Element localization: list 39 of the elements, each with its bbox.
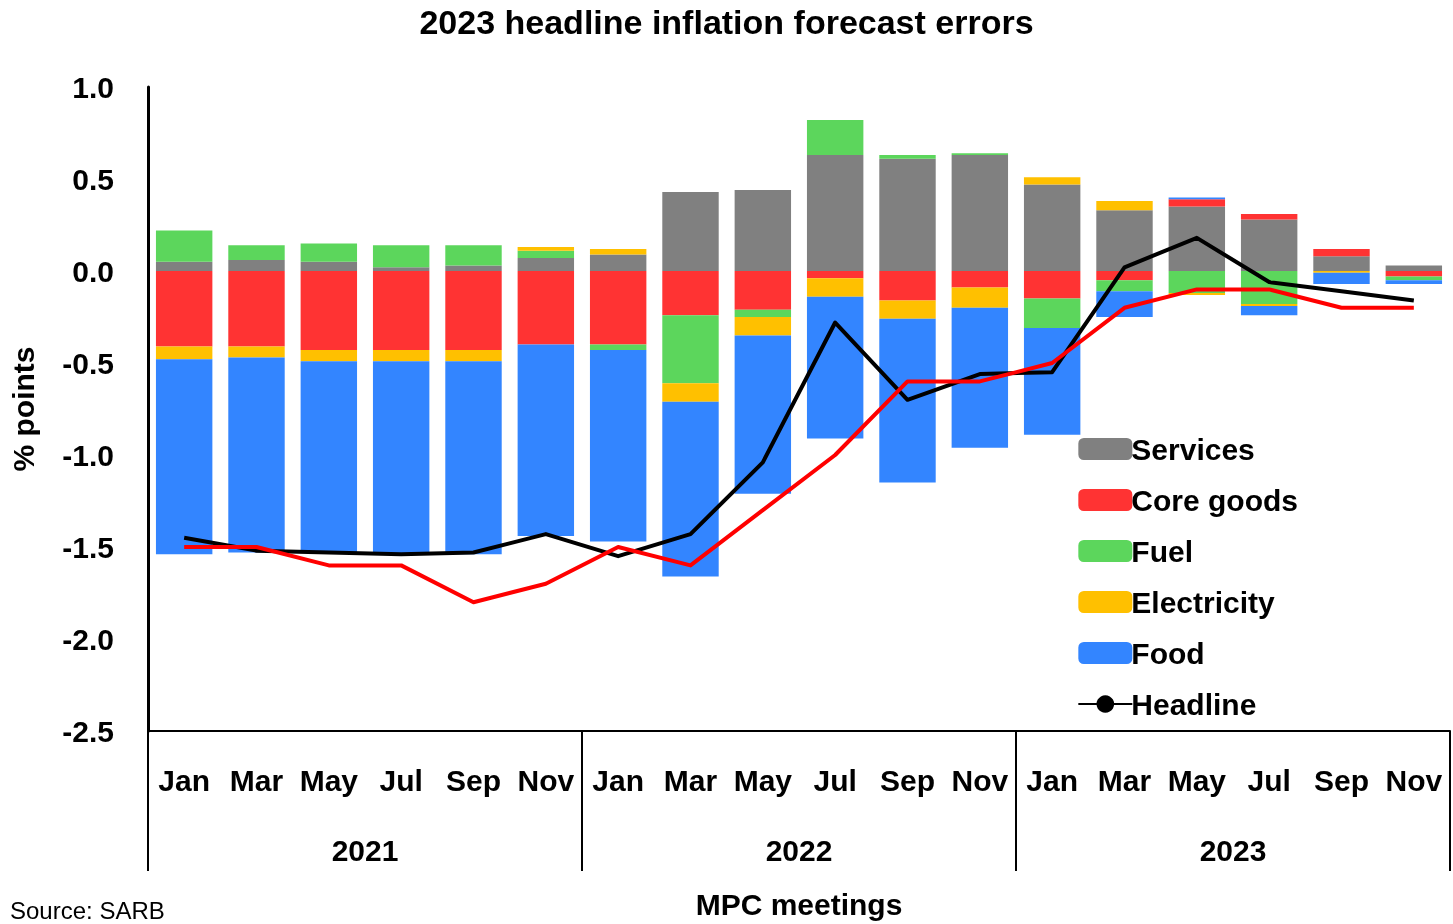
source-note: Source: SARB [10, 896, 165, 924]
y-tick-label: -2.0 [62, 622, 114, 656]
x-tick-label: Sep [445, 763, 502, 797]
x-tick-label: Jan [1026, 763, 1079, 797]
x-tick-label: Mar [1097, 763, 1152, 797]
y-tick-label: -2.5 [62, 714, 114, 748]
x-tick-label: May [1167, 763, 1227, 797]
y-axis-title: % points [6, 346, 40, 472]
x-tick-label: Jan [158, 763, 211, 797]
x-tick-label: May [733, 763, 793, 797]
x-tick-label: Mar [229, 763, 284, 797]
legend-label: Headline [1131, 687, 1257, 721]
x-tick-label: Nov [1385, 763, 1443, 797]
legend-label: Services [1131, 432, 1255, 466]
x-tick-label: Jul [379, 763, 423, 797]
x-axis-title: MPC meetings [695, 887, 903, 921]
y-tick-label: -1.0 [62, 438, 114, 472]
x-tick-label: Jan [592, 763, 645, 797]
legend-label: Fuel [1131, 534, 1193, 568]
y-tick-label: -1.5 [62, 530, 114, 564]
x-tick-label: Jul [1247, 763, 1291, 797]
y-tick-label: 1.0 [72, 70, 114, 104]
y-tick-label: 0.0 [72, 254, 114, 288]
legend-label: Food [1131, 636, 1205, 670]
chart-title: 2023 headline inflation forecast errors [419, 3, 1034, 41]
x-tick-label: Nov [517, 763, 575, 797]
x-tick-label: Mar [663, 763, 718, 797]
x-tick-label: Sep [879, 763, 936, 797]
text: 2023 [1199, 833, 1267, 867]
text: 2022 [765, 833, 833, 867]
legend-label: Core goods [1131, 483, 1298, 517]
x-tick-label: Jul [813, 763, 857, 797]
x-tick-label: May [299, 763, 359, 797]
x-tick-label: Sep [1313, 763, 1370, 797]
text: 2021 [331, 833, 399, 867]
y-tick-label: 0.5 [72, 162, 114, 196]
x-tick-label: Nov [951, 763, 1009, 797]
y-tick-label: -0.5 [62, 346, 114, 380]
legend-label: Electricity [1131, 585, 1276, 619]
